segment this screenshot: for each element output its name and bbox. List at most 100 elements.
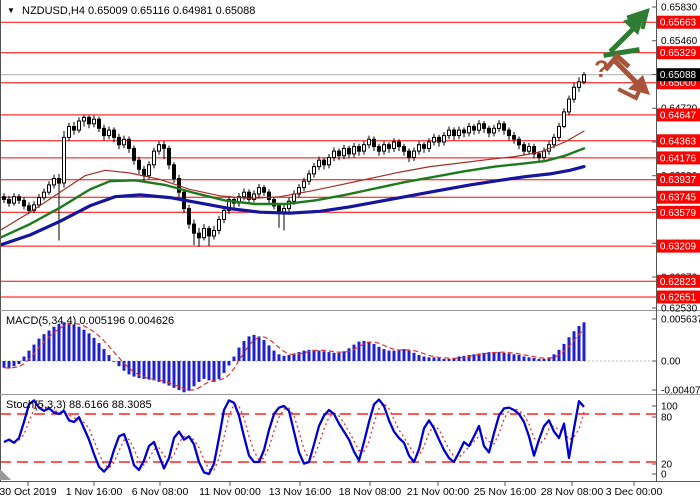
candle-body: [517, 138, 521, 146]
candle-body: [172, 164, 176, 180]
price-tick-label: 0.65460: [661, 36, 698, 47]
down-arrow-tail-chevron: [603, 52, 631, 72]
macd-bar: [77, 326, 81, 361]
macd-bar: [462, 355, 466, 361]
macd-bar: [57, 323, 61, 361]
bullish-arrow-annotation[interactable]: [603, 7, 650, 58]
macd-bar: [352, 344, 356, 361]
candle-body: [357, 146, 361, 152]
candle-body: [572, 86, 576, 100]
macd-bar: [492, 352, 496, 361]
macd-bar: [252, 334, 256, 361]
level-price-badge: [657, 134, 700, 148]
price-tick-label: 0.65830: [661, 3, 698, 14]
down-arrow-shaft: [611, 57, 643, 89]
macd-bar: [532, 358, 536, 361]
level-price-badge: [657, 151, 700, 165]
candle-body: [372, 138, 376, 148]
time-tick-label: 28 Nov 08:00: [541, 486, 604, 498]
macd-bar: [122, 361, 126, 371]
bearish-arrow-annotation[interactable]: [603, 52, 650, 101]
candle-body: [447, 129, 451, 137]
candle-body: [497, 123, 501, 129]
macd-bar: [387, 350, 391, 361]
macd-bar: [347, 348, 351, 361]
macd-bar: [467, 355, 471, 361]
stoch-tick-label: 20: [661, 460, 673, 471]
candle-body: [137, 159, 141, 170]
macd-bar: [167, 361, 171, 386]
macd-bar: [237, 347, 241, 361]
candle-body: [17, 196, 21, 201]
macd-bar: [12, 361, 16, 367]
candle-body: [487, 127, 491, 134]
candle-body: [42, 191, 46, 199]
macd-bar: [337, 352, 341, 361]
candle-body: [2, 196, 6, 200]
stoch-tick-label: 80: [661, 413, 673, 424]
level-price-badge: [657, 46, 700, 60]
macd-bar: [362, 340, 366, 361]
level-price-badge: [657, 239, 700, 253]
macd-bar: [317, 350, 321, 361]
macd-bar: [427, 357, 431, 361]
candle-body: [152, 150, 156, 166]
time-tick-label: 30 Oct 2019: [0, 486, 57, 498]
question-mark-annotation[interactable]: ?: [594, 56, 609, 83]
time-tick-label: 18 Nov 08:00: [339, 486, 402, 498]
chart-title: NZDUSD,H4 0.65009 0.65116 0.64981 0.6508…: [22, 5, 255, 17]
macd-bar: [432, 357, 436, 361]
scroll-corner-marker[interactable]: [0, 469, 11, 480]
macd-bar: [202, 361, 206, 379]
candle-body: [542, 150, 546, 159]
stochastic-lines: [0, 398, 656, 476]
macd-bar: [47, 330, 51, 361]
time-tick-label: 6 Nov 08:00: [132, 486, 189, 498]
candle-body: [222, 209, 226, 220]
candle-body: [92, 118, 96, 125]
macd-bar: [67, 323, 71, 361]
macd-bar: [62, 322, 66, 361]
macd-bar: [452, 358, 456, 361]
macd-bar: [257, 336, 261, 361]
candle-body: [502, 123, 506, 131]
macd-bar: [227, 361, 231, 366]
candle-body: [57, 178, 61, 184]
candle-body: [352, 146, 356, 155]
level-price-badge-label: 0.65663: [660, 18, 697, 29]
candle-body: [97, 118, 101, 129]
time-tick-label: 25 Nov 16:00: [474, 486, 537, 498]
stoch-k-line: [3, 398, 585, 476]
level-price-badge: [657, 173, 700, 187]
level-price-badge: [657, 290, 700, 304]
candle-body: [297, 187, 301, 195]
candle-body: [37, 197, 41, 206]
level-price-badge: [657, 15, 700, 29]
candle-body: [472, 126, 476, 131]
candle-body: [127, 138, 131, 149]
macd-bar: [407, 350, 411, 361]
main-chart-panel[interactable]: [0, 0, 656, 310]
candle-body: [257, 187, 261, 195]
macd-bar: [217, 361, 221, 379]
candle-body: [197, 232, 201, 239]
macd-bar: [142, 361, 146, 379]
macd-indicator-label: MACD(5,34,4) 0.005196 0.004626: [6, 315, 174, 327]
candle-body: [262, 187, 266, 193]
candle-body: [527, 146, 531, 152]
time-axis[interactable]: 30 Oct 2019 1 Nov 16:00 6 Nov 08:00 11 Nov …: [0, 481, 662, 498]
candle-body: [272, 199, 276, 207]
macd-bar: [327, 352, 331, 361]
time-tick-label: 1 Nov 16:00: [66, 486, 123, 498]
macd-bar: [177, 361, 181, 391]
ma-medium-green: [0, 147, 586, 240]
macd-bar: [97, 343, 101, 361]
candle-body: [462, 129, 466, 134]
level-price-badge-label: 0.63579: [660, 208, 697, 219]
candle-body: [507, 129, 511, 137]
macd-bar: [342, 351, 346, 361]
symbol-dropdown-icon[interactable]: ▼: [7, 6, 15, 15]
macd-bar: [162, 361, 166, 384]
candle-body: [187, 208, 191, 225]
macd-bar: [42, 334, 46, 361]
